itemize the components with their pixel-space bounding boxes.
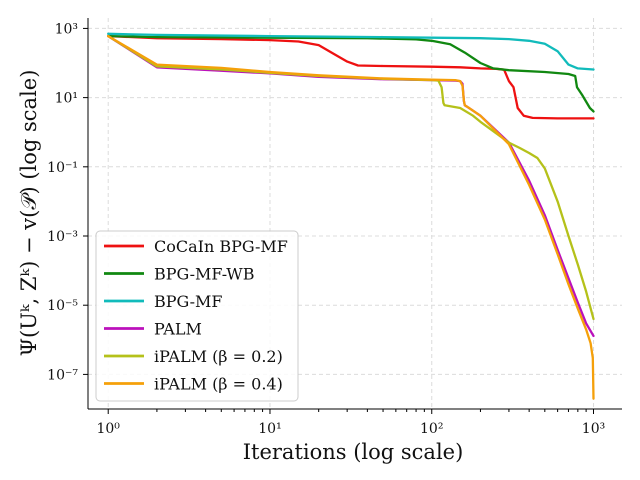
series-line <box>107 34 595 113</box>
series-line <box>107 34 595 400</box>
legend-box <box>95 230 299 402</box>
y-axis-label: Ψ(Uᵏ, Zᵏ) − v(𝒫) (log scale) <box>17 70 41 357</box>
y-tick-label: 10⁻¹ <box>47 160 78 176</box>
x-axis-label: Iterations (log scale) <box>243 440 464 464</box>
series-lines <box>107 32 595 400</box>
y-tick-label: 10¹ <box>55 91 78 107</box>
legend-entry-label: iPALM (β = 0.2) <box>154 347 283 366</box>
legend-entry-label: iPALM (β = 0.4) <box>154 375 283 394</box>
legend: CoCaIn BPG-MF BPG-MF-WB BPG-MF PALM iPALM (β… <box>95 230 299 402</box>
series-line <box>107 34 595 120</box>
y-tick-label: 10³ <box>55 21 78 37</box>
axes <box>87 18 622 410</box>
x-tick-label: 10¹ <box>258 421 281 437</box>
legend-entry-label: CoCaIn BPG-MF <box>154 237 288 256</box>
legend-entry-label: PALM <box>154 320 202 339</box>
legend-entry-label: BPG-MF-WB <box>154 265 255 284</box>
x-tick-label: 10³ <box>582 421 605 437</box>
y-tick-label: 10⁻⁷ <box>47 367 78 383</box>
x-tick-label: 10⁰ <box>96 421 120 437</box>
series-line <box>107 32 595 71</box>
y-tick-label: 10⁻⁵ <box>47 298 78 314</box>
x-tick-label: 10² <box>420 421 443 437</box>
ticks: 10⁰ 10¹ 10² 10³ 10³ 10¹ 10⁻¹ 10⁻³ 10⁻⁵ 10⁻⁷ <box>47 21 605 437</box>
legend-entry-label: BPG-MF <box>154 292 223 311</box>
y-tick-label: 10⁻³ <box>47 229 78 245</box>
